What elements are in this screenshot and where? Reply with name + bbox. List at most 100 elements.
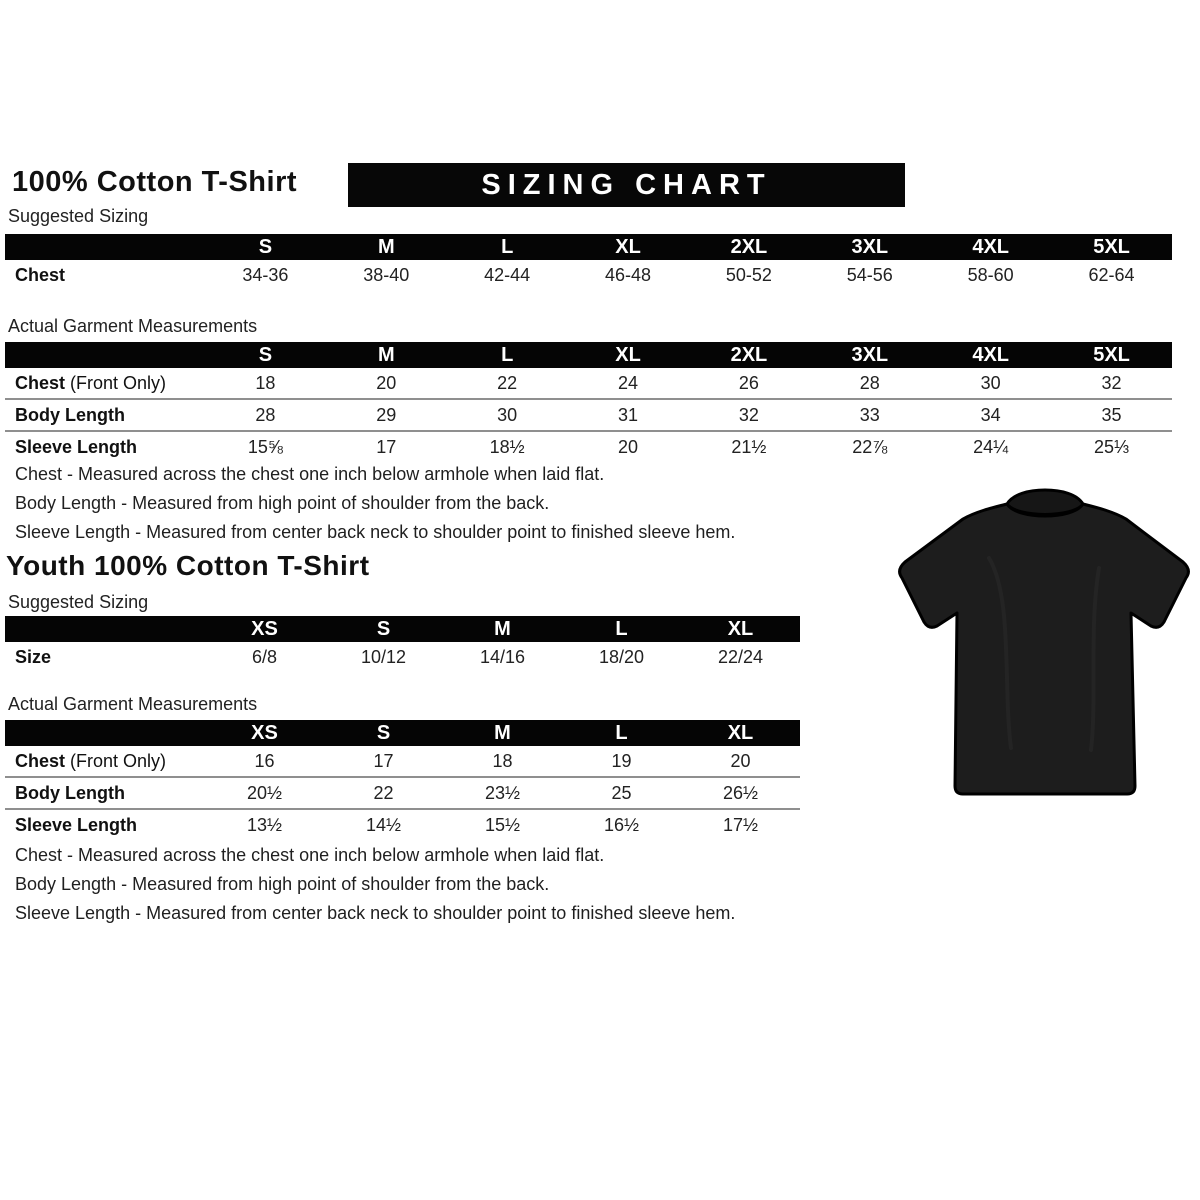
measurement-cell: 23½	[443, 776, 562, 809]
adult-suggested-label: Suggested Sizing	[8, 206, 149, 226]
measurement-cell: 17½	[681, 808, 800, 840]
measurement-cell: 35	[1051, 398, 1172, 431]
adult-notes: Chest - Measured across the chest one in…	[15, 460, 735, 547]
table-corner	[5, 234, 205, 260]
measurement-cell: 17	[325, 430, 447, 462]
measurement-cell: 32	[688, 398, 810, 431]
measurement-cell: 28	[859, 372, 880, 393]
size-column-header: XL	[567, 342, 689, 368]
row-label: Body Length	[5, 398, 205, 431]
row-label-text: Sleeve Length	[15, 814, 138, 835]
size-column-header: M	[443, 616, 562, 642]
measurement-cell: 14/16	[479, 646, 526, 667]
measurement-cell: 22/24	[717, 646, 764, 667]
adult-note-chest: Chest - Measured across the chest one in…	[15, 464, 605, 484]
size-column-header: 3XL	[809, 234, 931, 260]
measurement-cell: 25⅓	[1051, 430, 1172, 462]
tshirt-body-shape	[898, 502, 1190, 796]
measurement-cell: 54-56	[846, 264, 893, 285]
row-label: Chest (Front Only)	[5, 746, 205, 777]
youth-actual-table: XS S M L XL Chest (Front Only) 16 17 18 19 20 Body …	[5, 720, 800, 840]
youth-suggested-label: Suggested Sizing	[8, 592, 149, 612]
measurement-cell: 18/20	[598, 646, 645, 667]
size-column-header: S	[205, 342, 326, 368]
table-corner	[5, 342, 205, 368]
table-corner	[5, 616, 205, 642]
table-row: Sleeve Length 15⅝ 17 18½ 20 21½ 22⅞ 24¼ 25⅓	[5, 430, 1172, 462]
size-column-header: 2XL	[688, 342, 810, 368]
row-label: Chest (Front Only)	[5, 368, 205, 399]
measurement-cell: 42-44	[484, 264, 531, 285]
measurement-cell: 6/8	[251, 646, 278, 667]
row-label: Body Length	[5, 776, 205, 809]
measurement-cell: 18½	[446, 430, 568, 462]
size-column-header: XS	[205, 720, 324, 746]
header-row: S M L XL 2XL 3XL 4XL 5XL	[5, 342, 1172, 368]
measurement-cell: 33	[809, 398, 931, 431]
table-row: Chest 34-36 38-40 42-44 46-48 50-52 54-56 58-60…	[5, 260, 1172, 290]
size-column-header: M	[325, 342, 447, 368]
row-label-text: Chest	[15, 264, 66, 285]
measurement-cell: 20	[730, 750, 751, 771]
size-column-header: M	[325, 234, 447, 260]
size-column-header: XL	[681, 720, 800, 746]
size-column-header: S	[324, 720, 443, 746]
measurement-cell: 15½	[443, 808, 562, 840]
measurement-cell: 18	[255, 372, 276, 393]
size-column-header: S	[324, 616, 443, 642]
size-column-header: M	[443, 720, 562, 746]
measurement-cell: 29	[325, 398, 447, 431]
size-column-header: 5XL	[1051, 342, 1172, 368]
youth-notes: Chest - Measured across the chest one in…	[15, 841, 735, 928]
size-column-header: 3XL	[809, 342, 931, 368]
size-column-header: XL	[567, 234, 689, 260]
size-column-header: L	[446, 234, 568, 260]
table-row: Sleeve Length 13½ 14½ 15½ 16½ 17½	[5, 808, 800, 840]
row-label: Sleeve Length	[5, 808, 205, 840]
measurement-cell: 30	[446, 398, 568, 431]
measurement-cell: 26½	[681, 776, 800, 809]
measurement-cell: 24¼	[930, 430, 1052, 462]
measurement-cell: 25	[562, 776, 681, 809]
measurement-cell: 24	[618, 372, 639, 393]
sizing-chart-banner: SIZING CHART	[348, 163, 905, 207]
youth-note-sleeve-length: Sleeve Length - Measured from center bac…	[15, 903, 736, 923]
row-label-suffix: (Front Only)	[65, 372, 167, 393]
measurement-cell: 13½	[205, 808, 324, 840]
size-column-header: 4XL	[930, 342, 1052, 368]
measurement-cell: 22	[324, 776, 443, 809]
adult-actual-table: S M L XL 2XL 3XL 4XL 5XL Chest (Front Only) 18 20 2…	[5, 342, 1172, 462]
youth-note-chest: Chest - Measured across the chest one in…	[15, 845, 605, 865]
measurement-cell: 32	[1101, 372, 1122, 393]
measurement-cell: 21½	[688, 430, 810, 462]
tshirt-image	[898, 488, 1190, 796]
measurement-cell: 17	[373, 750, 394, 771]
measurement-cell: 50-52	[725, 264, 772, 285]
tshirt-collar-shape	[1005, 488, 1085, 516]
measurement-cell: 46-48	[605, 264, 652, 285]
size-column-header: S	[205, 234, 326, 260]
row-label: Size	[5, 642, 205, 672]
measurement-cell: 34	[930, 398, 1052, 431]
measurement-cell: 18	[492, 750, 513, 771]
row-label: Sleeve Length	[5, 430, 205, 462]
measurement-cell: 15⅝	[205, 430, 326, 462]
measurement-cell: 28	[205, 398, 326, 431]
size-column-header: L	[446, 342, 568, 368]
row-label-text: Body Length	[15, 404, 125, 425]
measurement-cell: 10/12	[360, 646, 407, 667]
table-row: Body Length 28 29 30 31 32 33 34 35	[5, 398, 1172, 431]
adult-suggested-table: S M L XL 2XL 3XL 4XL 5XL Chest 34-36 38-40 42-44 46-…	[5, 234, 1172, 290]
header-row: S M L XL 2XL 3XL 4XL 5XL	[5, 234, 1172, 260]
adult-title: 100% Cotton T-Shirt	[12, 166, 298, 198]
measurement-cell: 38-40	[363, 264, 410, 285]
size-column-header: L	[562, 720, 681, 746]
measurement-cell: 19	[611, 750, 632, 771]
tshirt-wrinkle-right	[1089, 566, 1101, 752]
measurement-cell: 58-60	[967, 264, 1014, 285]
table-row: Body Length 20½ 22 23½ 25 26½	[5, 776, 800, 809]
youth-suggested-table: XS S M L XL Size 6/8 10/12 14/16 18/20 22/24	[5, 616, 800, 672]
youth-actual-label: Actual Garment Measurements	[8, 694, 258, 714]
size-column-header: L	[562, 616, 681, 642]
row-label-text: Body Length	[15, 782, 125, 803]
